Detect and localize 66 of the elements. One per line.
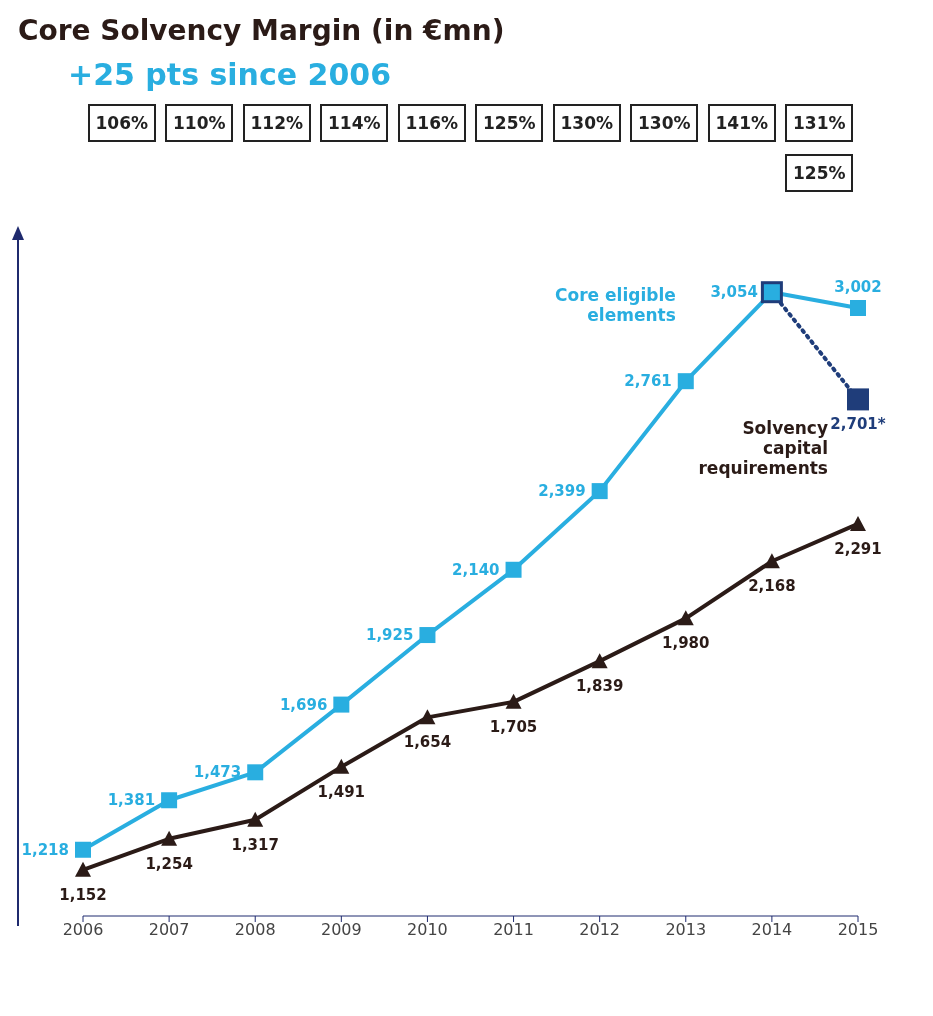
text: 110% (165, 104, 234, 142)
text: 131% (785, 104, 854, 142)
text: 112% (242, 104, 311, 142)
x-tick-label: 2008 (234, 920, 276, 940)
data-label: 1,473 (193, 763, 242, 782)
text: 114% (320, 104, 389, 142)
point (850, 515, 866, 531)
x-tick-label: 2013 (665, 920, 707, 940)
point (161, 792, 178, 809)
data-label: 2,399 (538, 482, 586, 501)
x-tick-label: 2009 (320, 920, 362, 940)
x-tick-label: 2006 (62, 920, 104, 940)
text: 125% (785, 154, 854, 192)
data-label: 1,654 (403, 733, 452, 752)
data-label: 1,381 (107, 791, 156, 810)
data-label: 1,980 (662, 634, 710, 653)
point (419, 627, 436, 644)
data-label: 1,925 (365, 626, 414, 645)
x-tick-label: 2015 (837, 920, 879, 940)
text: +25 pts since 2006 (67, 56, 392, 94)
data-label: 1,839 (575, 677, 624, 696)
point (419, 709, 436, 725)
point (75, 841, 91, 858)
point (247, 811, 264, 827)
data-label: 2,701* (830, 415, 886, 434)
x-tick-label: 2011 (493, 920, 534, 940)
point (591, 483, 608, 500)
x-tick-label: 2014 (751, 920, 793, 940)
point (850, 300, 866, 316)
data-label: 1,705 (489, 717, 538, 736)
point (677, 610, 694, 626)
point (505, 561, 522, 578)
data-label: 3,002 (834, 278, 882, 296)
text: 125% (475, 104, 544, 142)
point (75, 861, 91, 877)
data-label: 1,218 (21, 840, 69, 859)
point (247, 764, 264, 781)
x-tick-label: 2007 (148, 920, 190, 940)
data-label: 3,054 (710, 283, 758, 302)
data-label: 1,254 (145, 854, 193, 873)
data-label: 1,696 (279, 695, 328, 714)
text: 130% (630, 104, 699, 142)
data-label: 2,140 (452, 560, 500, 579)
chart-title: Core Solvency Margin (in €mn) (17, 13, 506, 49)
text: 106% (87, 104, 156, 142)
text: 141% (707, 104, 776, 142)
text: 130% (552, 104, 621, 142)
point (333, 758, 350, 774)
data-label: 2,291 (834, 539, 882, 558)
x-tick-label: 2012 (579, 920, 621, 940)
point (333, 696, 350, 713)
point (161, 830, 178, 846)
data-label: 1,152 (59, 885, 107, 904)
data-label: 1,317 (231, 835, 279, 854)
data-label: 2,761 (624, 372, 672, 391)
x-tick-label: 2010 (407, 920, 448, 940)
text: Solvency capital requirements (698, 417, 828, 478)
point (505, 693, 522, 709)
point (847, 388, 869, 411)
data-label: 2,168 (748, 577, 796, 596)
point (677, 373, 694, 390)
point (591, 653, 608, 669)
point (763, 553, 780, 569)
data-label: 1,491 (317, 782, 366, 801)
text: Core eligible elements (555, 285, 676, 326)
text: 116% (397, 104, 466, 142)
